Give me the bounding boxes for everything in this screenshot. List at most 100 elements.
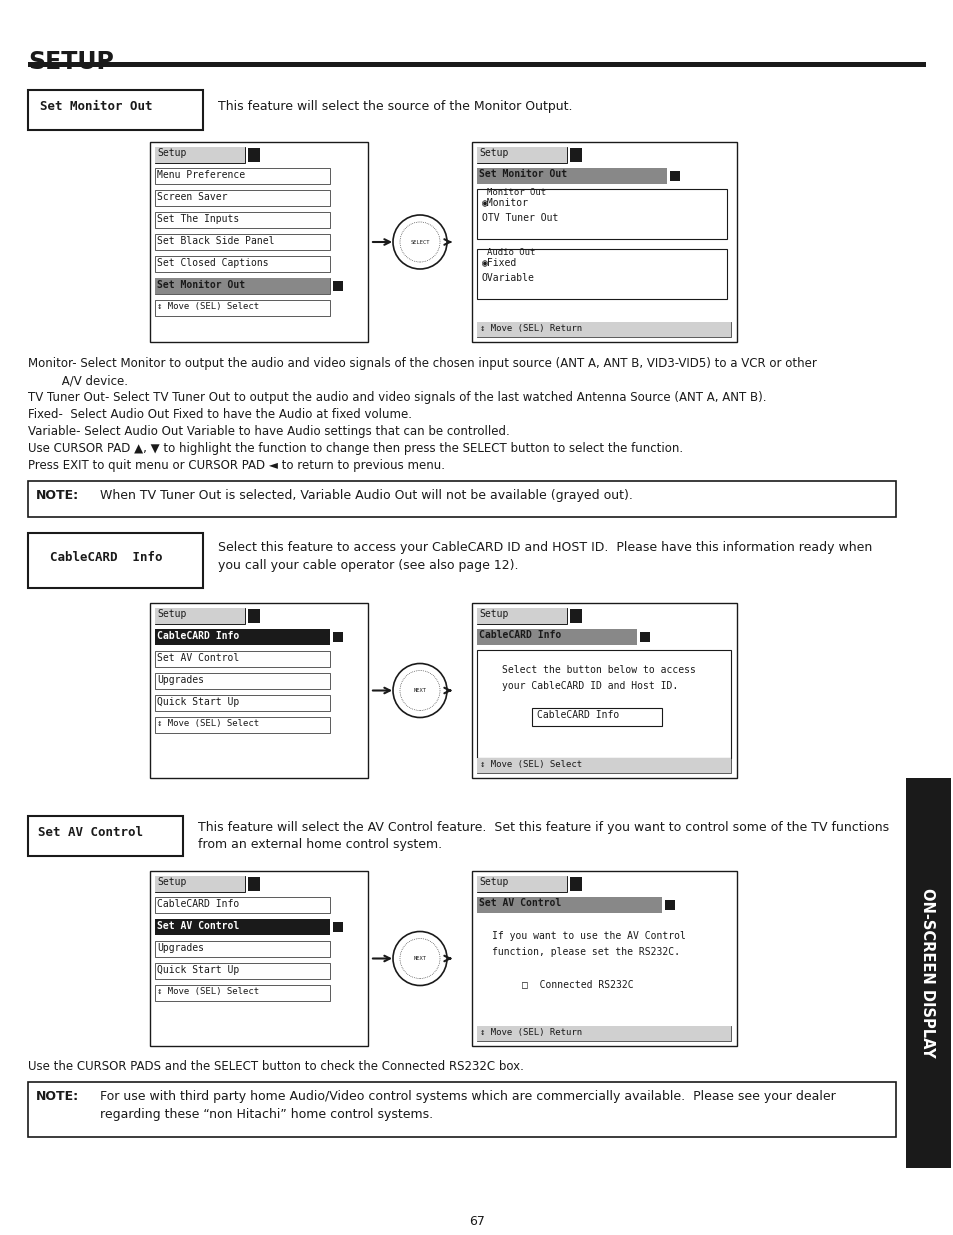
Text: Setup: Setup: [478, 877, 508, 887]
Bar: [154, 278, 330, 294]
Bar: [154, 963, 330, 979]
Bar: [28, 816, 183, 856]
Text: Set Closed Captions: Set Closed Captions: [157, 258, 269, 268]
Bar: [154, 190, 330, 206]
Text: you call your cable operator (see also page 12).: you call your cable operator (see also p…: [218, 559, 518, 572]
Bar: [154, 941, 330, 957]
Bar: [154, 608, 245, 624]
Bar: [154, 919, 330, 935]
Bar: [476, 650, 730, 758]
Text: For use with third party home Audio/Video control systems which are commercially: For use with third party home Audio/Vide…: [100, 1091, 835, 1103]
Bar: [569, 609, 581, 622]
Text: ↕ Move (SEL) Select: ↕ Move (SEL) Select: [157, 303, 259, 311]
Bar: [476, 1026, 730, 1041]
Bar: [476, 322, 730, 337]
Bar: [639, 632, 649, 642]
Bar: [28, 90, 203, 130]
Bar: [476, 608, 566, 624]
Bar: [569, 877, 581, 890]
Bar: [333, 923, 343, 932]
Text: This feature will select the source of the Monitor Output.: This feature will select the source of t…: [218, 100, 572, 112]
Text: Upgrades: Upgrades: [157, 676, 204, 685]
Text: Set AV Control: Set AV Control: [38, 826, 143, 839]
Text: Setup: Setup: [157, 609, 186, 619]
Text: ↕ Move (SEL) Select: ↕ Move (SEL) Select: [157, 987, 259, 995]
Bar: [154, 212, 330, 228]
Text: Set Monitor Out: Set Monitor Out: [40, 100, 152, 112]
Bar: [476, 897, 661, 913]
Bar: [154, 629, 330, 645]
Bar: [28, 62, 925, 67]
Text: If you want to use the AV Control: If you want to use the AV Control: [492, 931, 685, 941]
Bar: [333, 632, 343, 642]
Text: Set The Inputs: Set The Inputs: [157, 214, 239, 224]
Bar: [154, 986, 330, 1002]
Bar: [28, 480, 895, 517]
Bar: [248, 609, 260, 622]
Text: ↕ Move (SEL) Select: ↕ Move (SEL) Select: [479, 760, 581, 769]
Text: TV Tuner Out- Select TV Tuner Out to output the audio and video signals of the l: TV Tuner Out- Select TV Tuner Out to out…: [28, 391, 765, 404]
Text: NEXT: NEXT: [413, 956, 426, 961]
Text: When TV Tuner Out is selected, Variable Audio Out will not be available (grayed : When TV Tuner Out is selected, Variable …: [100, 489, 632, 501]
Bar: [472, 871, 737, 1046]
Bar: [476, 876, 566, 892]
Text: ↕ Move (SEL) Select: ↕ Move (SEL) Select: [157, 719, 259, 727]
Text: Set AV Control: Set AV Control: [157, 653, 239, 663]
Text: This feature will select the AV Control feature.  Set this feature if you want t: This feature will select the AV Control …: [198, 821, 888, 834]
Text: NOTE:: NOTE:: [36, 489, 79, 501]
Text: Setup: Setup: [157, 148, 186, 158]
Bar: [248, 877, 260, 890]
Text: OVariable: OVariable: [481, 273, 535, 283]
Bar: [248, 148, 260, 162]
Bar: [476, 758, 730, 773]
Text: Set Monitor Out: Set Monitor Out: [157, 280, 245, 290]
Bar: [476, 189, 726, 240]
Bar: [154, 673, 330, 689]
Text: NOTE:: NOTE:: [36, 1091, 79, 1103]
Bar: [569, 148, 581, 162]
Text: Select this feature to access your CableCARD ID and HOST ID.  Please have this i: Select this feature to access your Cable…: [218, 541, 871, 555]
Bar: [154, 876, 245, 892]
Text: Select the button below to access: Select the button below to access: [501, 664, 695, 676]
Text: Set Monitor Out: Set Monitor Out: [478, 169, 566, 179]
Text: Fixed-  Select Audio Out Fixed to have the Audio at fixed volume.: Fixed- Select Audio Out Fixed to have th…: [28, 408, 412, 421]
Text: CableCARD Info: CableCARD Info: [157, 631, 239, 641]
Bar: [905, 778, 950, 1168]
Bar: [150, 142, 368, 342]
Bar: [154, 718, 330, 734]
Text: ◉Monitor: ◉Monitor: [481, 198, 529, 207]
Bar: [476, 758, 730, 773]
Bar: [476, 1026, 730, 1041]
Text: CableCARD Info: CableCARD Info: [157, 899, 239, 909]
Bar: [154, 651, 330, 667]
Bar: [154, 256, 330, 272]
Bar: [476, 322, 730, 337]
Bar: [669, 170, 679, 182]
Text: Set AV Control: Set AV Control: [157, 921, 239, 931]
Bar: [532, 708, 661, 726]
Bar: [476, 629, 637, 645]
Text: Press EXIT to quit menu or CURSOR PAD ◄ to return to previous menu.: Press EXIT to quit menu or CURSOR PAD ◄ …: [28, 459, 444, 472]
Text: ↕ Move (SEL) Return: ↕ Move (SEL) Return: [479, 1028, 581, 1037]
Text: Set AV Control: Set AV Control: [478, 898, 560, 908]
Text: Set Black Side Panel: Set Black Side Panel: [157, 236, 274, 246]
Text: □  Connected RS232C: □ Connected RS232C: [521, 979, 633, 989]
Text: Audio Out: Audio Out: [486, 248, 535, 257]
Text: Use CURSOR PAD ▲, ▼ to highlight the function to change then press the SELECT bu: Use CURSOR PAD ▲, ▼ to highlight the fun…: [28, 442, 682, 454]
Text: CableCARD Info: CableCARD Info: [537, 710, 618, 720]
Text: Setup: Setup: [478, 148, 508, 158]
Text: Variable- Select Audio Out Variable to have Audio settings that can be controlle: Variable- Select Audio Out Variable to h…: [28, 425, 509, 438]
Bar: [333, 282, 343, 291]
Bar: [154, 695, 330, 711]
Bar: [154, 897, 330, 913]
Bar: [664, 900, 675, 910]
Text: ◉Fixed: ◉Fixed: [481, 257, 517, 267]
Text: NEXT: NEXT: [413, 688, 426, 693]
Bar: [154, 233, 330, 249]
Text: function, please set the RS232C.: function, please set the RS232C.: [492, 947, 679, 957]
Bar: [476, 147, 566, 163]
Text: A/V device.: A/V device.: [28, 374, 128, 387]
Bar: [150, 871, 368, 1046]
Bar: [154, 608, 245, 624]
Text: Monitor Out: Monitor Out: [486, 188, 545, 198]
